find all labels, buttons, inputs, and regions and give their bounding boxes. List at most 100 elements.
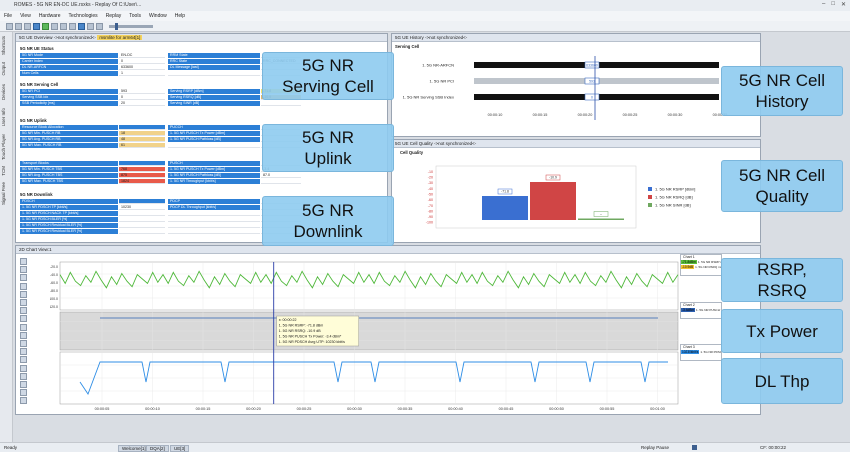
select-icon[interactable] [20,299,27,306]
chart-legend-title: Chart 2 [683,303,695,307]
chart-2d-canvas[interactable]: 00:00:05 00:00:10 00:00:15 00:00:20 00:00:25… [50,254,750,414]
callout-cell-quality: 5G NR Cell Quality [721,160,843,212]
settings-icon[interactable] [33,22,40,30]
new-icon[interactable] [6,22,13,30]
sidebar-output[interactable]: Output [1,62,6,76]
zoom-out-icon[interactable] [20,274,27,282]
uplink-rb-value: 48 [119,137,165,142]
downlink-label: PDSCH [20,199,118,204]
quality-data-label-box [545,174,561,181]
menu-view[interactable]: View [20,13,31,19]
stop-icon[interactable] [60,22,67,30]
callout-rsrp-rsrq: RSRP, RSRQ [721,258,843,302]
menu-replay[interactable]: Replay [105,13,122,19]
menu-window[interactable]: Window [148,13,167,19]
quality-legend-swatch [648,203,652,207]
forward-icon[interactable] [96,22,103,30]
legend-icon[interactable] [20,372,27,380]
toolbar [0,21,850,32]
step-icon[interactable] [69,22,76,30]
maximize-icon[interactable]: □ [831,1,835,7]
pan-icon[interactable] [20,282,27,290]
play-icon[interactable] [42,22,49,30]
ue-status-value: EN-DC [119,53,165,58]
serving-cell-value: 0 [119,95,165,100]
grid-icon[interactable] [20,364,27,372]
downlink-header: 5G NR Downlink [20,192,53,197]
export-icon[interactable] [20,348,27,356]
chart-legend-item[interactable]: 10230kbit/s1. 5G NR PDSCH Avrg UTP [681,349,721,354]
ue-status-label-2 [168,71,260,76]
rewind-icon[interactable] [87,22,94,30]
save-icon[interactable] [24,22,31,30]
menu-hardware[interactable]: Hardware [38,13,61,19]
slider-handle[interactable] [115,22,118,30]
zoom-y-icon[interactable] [20,331,27,339]
uplink-tbs-value: 768 [119,167,165,172]
replay-position-slider[interactable] [109,22,153,30]
cell-quality-chart: -10 -20-30 -40-50 -60 -70-80 -90 -100 -71.8 -10.… [426,165,695,229]
record-icon[interactable] [78,22,85,30]
ue-status-label: 5G NR Mode [20,53,118,58]
uplink-tbs-value-2 [261,179,301,184]
crosshair-icon[interactable] [20,307,27,315]
downlink-label-2 [168,217,260,222]
fit-icon[interactable] [20,290,27,298]
search-icon[interactable] [20,397,27,405]
chart-legend-value: -10.9dB [681,264,695,269]
pause-icon[interactable] [51,22,58,30]
menu-bar: File View Hardware Technologies Replay T… [0,11,850,21]
minimize-icon[interactable]: – [822,1,826,7]
chart-legend-label: 1. 5G NR RSRP msmlite for a [697,259,721,264]
sidebar-tcm[interactable]: TCM [1,166,6,176]
history-tick-label: 00:00:30 [668,113,683,117]
uplink-tbs-label: 5G NR Min. PUSCH TBS [20,167,118,172]
menu-tools[interactable]: Tools [129,13,141,19]
close-icon[interactable]: ✕ [840,2,846,8]
sidebar-user-info[interactable]: User Info [1,108,6,127]
status-bar: Ready Welcome[1] DQA[2] UE[3] Replay Pau… [0,442,850,452]
copy-icon[interactable] [20,389,27,397]
zoom-x-icon[interactable] [20,323,27,331]
quality-data-label: -10.9 [549,176,557,180]
chart-tooltip [276,315,359,347]
uplink-rb-label-2: 1. 5G NR PUSCH Pathloss [dB] [168,137,260,142]
reset-icon[interactable] [20,340,27,347]
zoom-in-icon[interactable] [20,266,27,274]
history-track-value-box [584,61,600,69]
quality-legend-label: 1. 5G NR RSRP [dBm] [655,187,695,192]
marker-icon[interactable] [20,315,27,323]
sidebar-signal-free[interactable]: Signal Free [1,182,6,206]
chart-x-tick: 00:00:15 [196,407,211,411]
quality-legend-label: 1. 5G NR SINR [dB] [655,203,691,208]
open-icon[interactable] [15,22,22,30]
quality-bar [482,196,528,220]
sidebar-devices[interactable]: Devices [1,84,6,101]
serving-cell-label-2: Serving RSRP [dBm] [168,89,260,94]
sidebar-touch-player[interactable]: Touch Player [1,134,6,161]
chart-y-tick: -80.0 [50,289,58,293]
menu-file[interactable]: File [4,13,13,19]
ue-status-label-2: RRM State [168,53,260,58]
menu-help[interactable]: Help [174,13,186,19]
downlink-value [119,223,165,228]
chart-legend-title: Chart 3 [683,345,695,349]
cursor-icon[interactable] [20,258,27,265]
serving-cell-value-2 [261,101,301,106]
sidebar-shortcuts[interactable]: Shortcuts [1,36,6,56]
chart-legend-label: 1. 5G NR PUSCH Tx Power [696,307,721,312]
menu-technologies[interactable]: Technologies [68,13,98,19]
chart-legend-label: 1. 5G NR PDSCH Avrg UTP [700,349,721,354]
settings-icon[interactable] [20,381,27,388]
chart-legend-title: Chart 1 [683,255,695,259]
downlink-label-2: PDCP DL Throughput [kbit/s] [168,205,260,210]
dl-thp-series-line [79,361,668,395]
uplink-tbs-value-2: 87.0 [261,173,301,178]
uplink-rb-label-2: 1. 5G NR PUSCH Tx Power [dBm] [168,131,260,136]
print-icon[interactable] [20,356,27,364]
uplink-rb-label: 5G NR Max. PUSCH RB [20,143,118,148]
chart-x-tick: 00:00:10 [145,407,160,411]
